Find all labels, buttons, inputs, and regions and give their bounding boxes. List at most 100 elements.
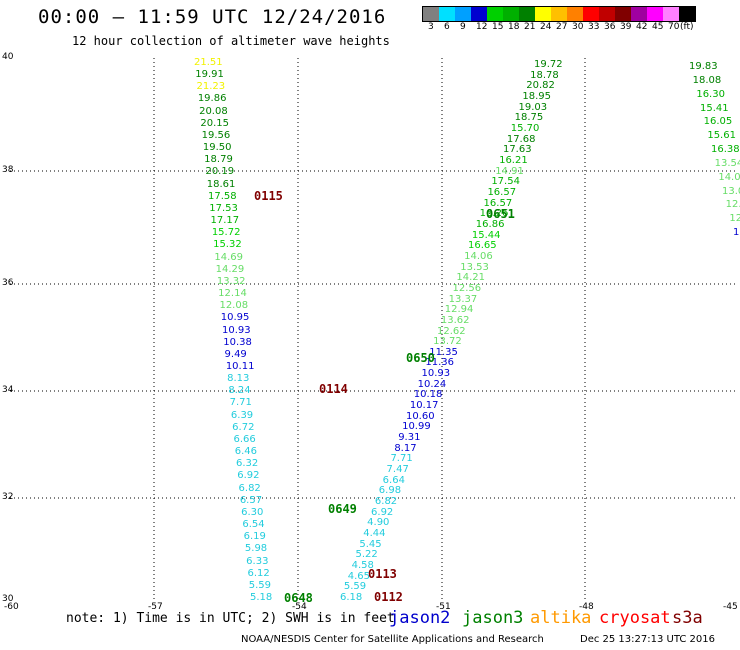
track-b-wave-height: 16.57 (483, 197, 513, 209)
track-b-wave-height: 11.35 (429, 346, 458, 358)
color-scale-swatch (455, 7, 471, 21)
track-b-wave-height: 11.36 (425, 357, 454, 369)
track-b-wave-height: 10.18 (413, 389, 443, 401)
track-c-wave-height: 19.83 (689, 61, 718, 72)
longitude-tick-label: -45 (723, 602, 738, 612)
color-scale-label: 33 (588, 22, 600, 32)
track-b-wave-height: 16.21 (499, 154, 528, 166)
track-b-wave-height: 13.62 (440, 314, 470, 326)
track-b-wave-height: 13.37 (448, 293, 478, 305)
color-scale-label: 36 (604, 22, 616, 32)
legend-cryosat: cryosat (599, 608, 671, 628)
track-b-wave-height: 17.54 (491, 176, 520, 188)
track-a-wave-height: 19.50 (202, 142, 232, 154)
track-b-wave-height: 8.17 (394, 442, 417, 454)
credit-line: NOAA/NESDIS Center for Satellite Applica… (241, 634, 544, 645)
generated-timestamp: Dec 25 13:27:13 UTC 2016 (580, 634, 715, 645)
track-a-wave-height: 5.59 (248, 579, 271, 591)
color-scale-bar (422, 6, 696, 22)
track-a-wave-height: 19.91 (195, 69, 224, 81)
track-a-wave-height: 6.82 (238, 482, 261, 494)
track-b-wave-height: 4.90 (367, 517, 390, 529)
track-b-wave-height: 6.92 (371, 506, 394, 518)
color-scale-label: 9 (460, 22, 466, 32)
track-b-wave-height: 10.60 (405, 410, 435, 422)
track-b-wave-height: 14.91 (495, 165, 524, 177)
color-scale-swatch (647, 7, 663, 21)
track-b-wave-height: 16.65 (468, 240, 497, 252)
track-a-wave-height: 6.39 (230, 409, 254, 421)
track-c-wave-height: 16.30 (696, 88, 725, 100)
color-scale-label: 21 (524, 22, 536, 32)
track-b-wave-height: 16.57 (487, 186, 517, 198)
track-a-wave-height: 15.32 (213, 239, 242, 251)
color-scale-swatch (583, 7, 599, 21)
track-b-wave-height: 17.68 (506, 133, 536, 145)
color-scale-swatch (487, 7, 503, 21)
track-a-wave-height: 18.61 (206, 178, 236, 190)
color-scale-swatch (679, 7, 695, 21)
track-b-wave-height: 4.44 (363, 528, 386, 540)
latitude-tick-label: 30 (2, 594, 14, 604)
track-a-wave-height: 17.17 (210, 215, 240, 227)
longitude-tick-label: -60 (4, 602, 19, 612)
track-c-wave-height: 16.05 (703, 116, 733, 128)
color-scale-label: 42 (636, 22, 648, 32)
track-a-wave-height: 19.86 (197, 93, 227, 105)
footer-note: note: 1) Time is in UTC; 2) SWH is in fe… (66, 611, 395, 626)
color-scale-swatch (567, 7, 583, 21)
track-a-wave-height: 6.32 (236, 458, 259, 470)
track-a-wave-height: 6.66 (233, 433, 256, 445)
track-b-wave-height: 15.44 (471, 229, 501, 241)
track-c-wave-height: 13.54 (714, 157, 740, 169)
latitude-tick-label: 38 (2, 165, 14, 175)
track-a-wave-height: 6.92 (237, 470, 260, 482)
track-b-wave-height: 9.31 (398, 432, 421, 444)
track-b-wave-height: 6.64 (382, 474, 405, 486)
legend-altika: altika (530, 608, 592, 628)
track-c-wave-height: 14.0 (718, 171, 740, 183)
track-a-wave-height: 8.13 (227, 373, 250, 385)
pass-time-label: 0115 (254, 189, 283, 203)
color-scale-swatch (535, 7, 551, 21)
latitude-tick-label: 40 (2, 52, 14, 62)
track-a-wave-height: 17.53 (209, 202, 238, 214)
pass-time-label: 0112 (374, 590, 403, 604)
track-b-wave-height: 16.26 (479, 208, 509, 220)
color-scale-label: 30 (572, 22, 584, 32)
longitude-tick-label: -54 (292, 602, 307, 612)
track-c-wave-height: 18.08 (692, 74, 722, 86)
track-a-wave-height: 5.18 (250, 592, 273, 603)
track-a-wave-height: 6.54 (242, 519, 265, 531)
track-b-wave-height: 6.82 (374, 496, 398, 508)
track-a-wave-height: 10.11 (225, 360, 255, 372)
pass-time-label: 0113 (368, 567, 397, 581)
color-scale-swatch (599, 7, 615, 21)
latitude-tick-label: 36 (2, 278, 14, 288)
page-title: 00:00 — 11:59 UTC 12/24/2016 (38, 6, 387, 28)
track-b-wave-height: 18.78 (530, 69, 559, 81)
track-b-wave-height: 6.98 (378, 485, 402, 497)
track-b-wave-height: 5.45 (359, 538, 382, 550)
color-scale-swatch (615, 7, 631, 21)
track-c-wave-height: 15.41 (700, 102, 729, 114)
track-b-wave-height: 5.22 (355, 549, 378, 561)
track-a-wave-height: 21.51 (194, 57, 223, 68)
color-scale-label: 39 (620, 22, 632, 32)
track-c-wave-height: 12 (729, 213, 740, 225)
pass-time-label: 0651 (486, 207, 515, 221)
color-scale-swatch (663, 7, 679, 21)
track-a-wave-height: 9.49 (224, 348, 247, 360)
color-scale-swatch (423, 7, 439, 21)
track-b-wave-height: 5.59 (343, 581, 367, 593)
track-a-wave-height: 6.72 (232, 421, 255, 433)
track-b-wave-height: 18.95 (522, 90, 551, 102)
pass-time-label: 0648 (284, 591, 313, 605)
track-a-wave-height: 6.33 (246, 555, 269, 567)
color-scale-swatch (519, 7, 535, 21)
track-a-wave-height: 6.57 (239, 494, 263, 506)
track-a-wave-height: 6.19 (243, 531, 266, 543)
track-b-wave-height: 14.06 (464, 250, 493, 262)
color-scale-label: 45 (652, 22, 664, 32)
longitude-tick-label: -48 (579, 602, 594, 612)
